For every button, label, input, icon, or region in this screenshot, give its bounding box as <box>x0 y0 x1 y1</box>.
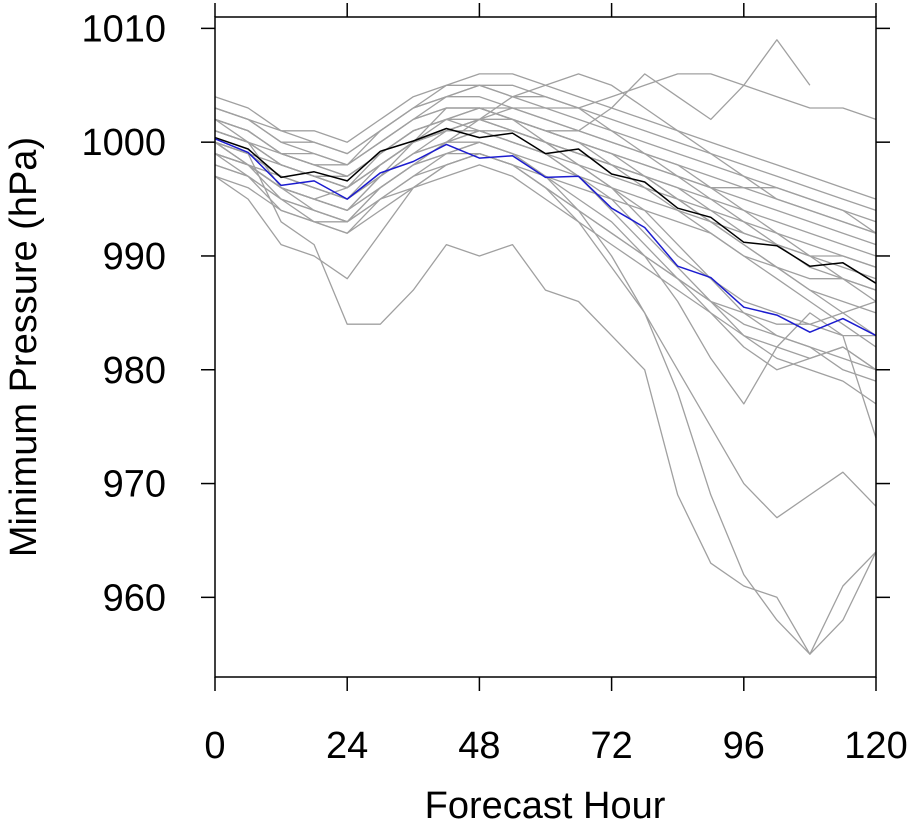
ticks-layer <box>201 3 890 691</box>
y-tick-label: 980 <box>103 350 166 392</box>
ensemble-member-line-22 <box>214 152 877 325</box>
ensemble-member-line-16 <box>214 141 877 268</box>
ensemble-member-line-6 <box>214 152 877 371</box>
y-tick-label: 990 <box>103 236 166 278</box>
x-tick-label: 72 <box>590 725 632 767</box>
y-tick-label: 960 <box>103 577 166 619</box>
ensemble-member-line-28 <box>214 73 877 200</box>
y-tick-label: 1010 <box>81 8 166 50</box>
x-tick-label: 96 <box>723 725 765 767</box>
ensemble-member-line-29 <box>214 107 876 337</box>
x-axis-title: Forecast Hour <box>425 785 666 827</box>
control-line <box>214 138 877 337</box>
y-axis-title: Minimum Pressure (hPa) <box>3 137 45 557</box>
ensemble-member-line-19 <box>214 164 877 371</box>
series-layer <box>214 39 877 655</box>
x-tick-label: 24 <box>326 725 368 767</box>
ensemble-member-line-18 <box>214 107 877 348</box>
ensemble-member-line-26 <box>214 84 877 291</box>
y-tick-label: 1000 <box>81 122 166 164</box>
ensemble-member-line-5 <box>214 96 877 223</box>
y-tick-label: 970 <box>103 464 166 506</box>
ensemble-member-line-30 <box>214 107 877 303</box>
ensemble-member-line-13 <box>214 118 877 337</box>
x-tick-label: 0 <box>204 725 225 767</box>
ensemble-member-line-10 <box>214 141 877 655</box>
ensemble-member-line-15 <box>214 84 877 212</box>
ensemble-mean-line <box>214 127 877 284</box>
plot-frame <box>214 16 877 678</box>
x-tick-label: 48 <box>458 725 500 767</box>
x-tick-label: 120 <box>844 725 907 767</box>
ensemble-member-line-4 <box>214 118 877 382</box>
ensemble-member-line-21 <box>214 130 877 371</box>
ensemble-member-line-9 <box>214 152 877 655</box>
labels-layer: 0 24 48 72 96 120 960 970 980 990 1000 1010 <box>81 8 907 767</box>
ensemble-member-line-27 <box>214 152 877 439</box>
